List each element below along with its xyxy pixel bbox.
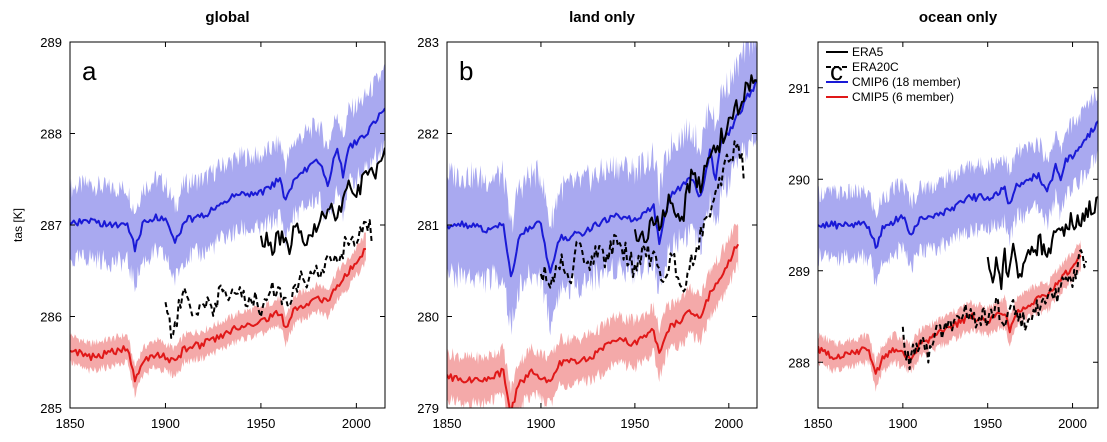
y-tick-label: 287: [40, 218, 62, 233]
band-cmip6: [818, 82, 1098, 287]
plot-area: [447, 42, 757, 408]
band-cmip5: [818, 239, 1081, 392]
y-axis-label: tas [K]: [11, 208, 25, 242]
y-tick-label: 286: [40, 310, 62, 325]
legend-label: CMIP6 (18 member): [852, 75, 961, 89]
x-tick-label: 2000: [714, 416, 743, 431]
x-tick-label: 1900: [888, 416, 917, 431]
line-cmip6: [447, 79, 757, 278]
panel-letter: a: [82, 56, 97, 86]
axes-frame: [817, 41, 1099, 409]
y-tick-label: 291: [788, 81, 810, 96]
band-cmip5: [70, 232, 366, 399]
y-tick-label: 283: [417, 35, 439, 50]
x-tick-label: 1950: [246, 416, 275, 431]
y-tick-label: 289: [788, 264, 810, 279]
y-tick-label: 285: [40, 401, 62, 416]
y-tick-label: 288: [788, 355, 810, 370]
x-tick-label: 1900: [151, 416, 180, 431]
line-cmip5: [447, 243, 740, 408]
panel-title: ocean only: [919, 9, 998, 26]
line-era5: [259, 147, 385, 256]
y-tick-label: 279: [417, 401, 439, 416]
panel-letter: b: [459, 56, 473, 86]
x-tick-label: 1850: [804, 416, 833, 431]
panel-title: land only: [569, 9, 635, 26]
y-tick-label: 282: [417, 127, 439, 142]
line-era5: [633, 74, 757, 244]
line-cmip5: [818, 254, 1082, 375]
line-era20c: [539, 140, 745, 293]
y-tick-label: 280: [417, 310, 439, 325]
x-tick-label: 1850: [433, 416, 462, 431]
band-cmip6: [447, 42, 757, 336]
x-tick-label: 1850: [56, 416, 85, 431]
panel-c: 1850 1900 1950 2000 288 289 290 291 ocean only c: [788, 9, 1099, 431]
panel-letter: c: [830, 56, 843, 86]
panel-b: 1850 1900 1950 2000 279 280 281 282 283 land only…: [417, 9, 758, 431]
line-era5: [986, 196, 1098, 291]
line-cmip6: [818, 120, 1098, 249]
line-era20c: [164, 219, 373, 339]
x-tick-label: 1900: [526, 416, 555, 431]
x-tick-label: 1950: [973, 416, 1002, 431]
legend-label: ERA5: [852, 45, 884, 59]
panel-title: global: [205, 9, 249, 26]
y-tick-label: 289: [40, 35, 62, 50]
y-tick-label: 290: [788, 172, 810, 187]
y-tick-label: 288: [40, 127, 62, 142]
line-cmip6: [70, 107, 385, 253]
x-tick-label: 1950: [620, 416, 649, 431]
band-cmip6: [70, 62, 385, 293]
x-tick-label: 2000: [1058, 416, 1087, 431]
legend-label: CMIP5 (6 member): [852, 90, 954, 104]
line-cmip5: [70, 248, 366, 383]
band-cmip5: [447, 223, 739, 408]
line-era20c: [901, 249, 1088, 371]
x-tick-label: 2000: [342, 416, 371, 431]
plot-area: [818, 82, 1098, 392]
legend-label: ERA20C: [852, 60, 899, 74]
panel-a: 1850 1900 1950 2000 285 286 287 288 289 global a ta…: [11, 9, 386, 431]
plot-area: [70, 62, 385, 399]
y-tick-label: 281: [417, 218, 439, 233]
